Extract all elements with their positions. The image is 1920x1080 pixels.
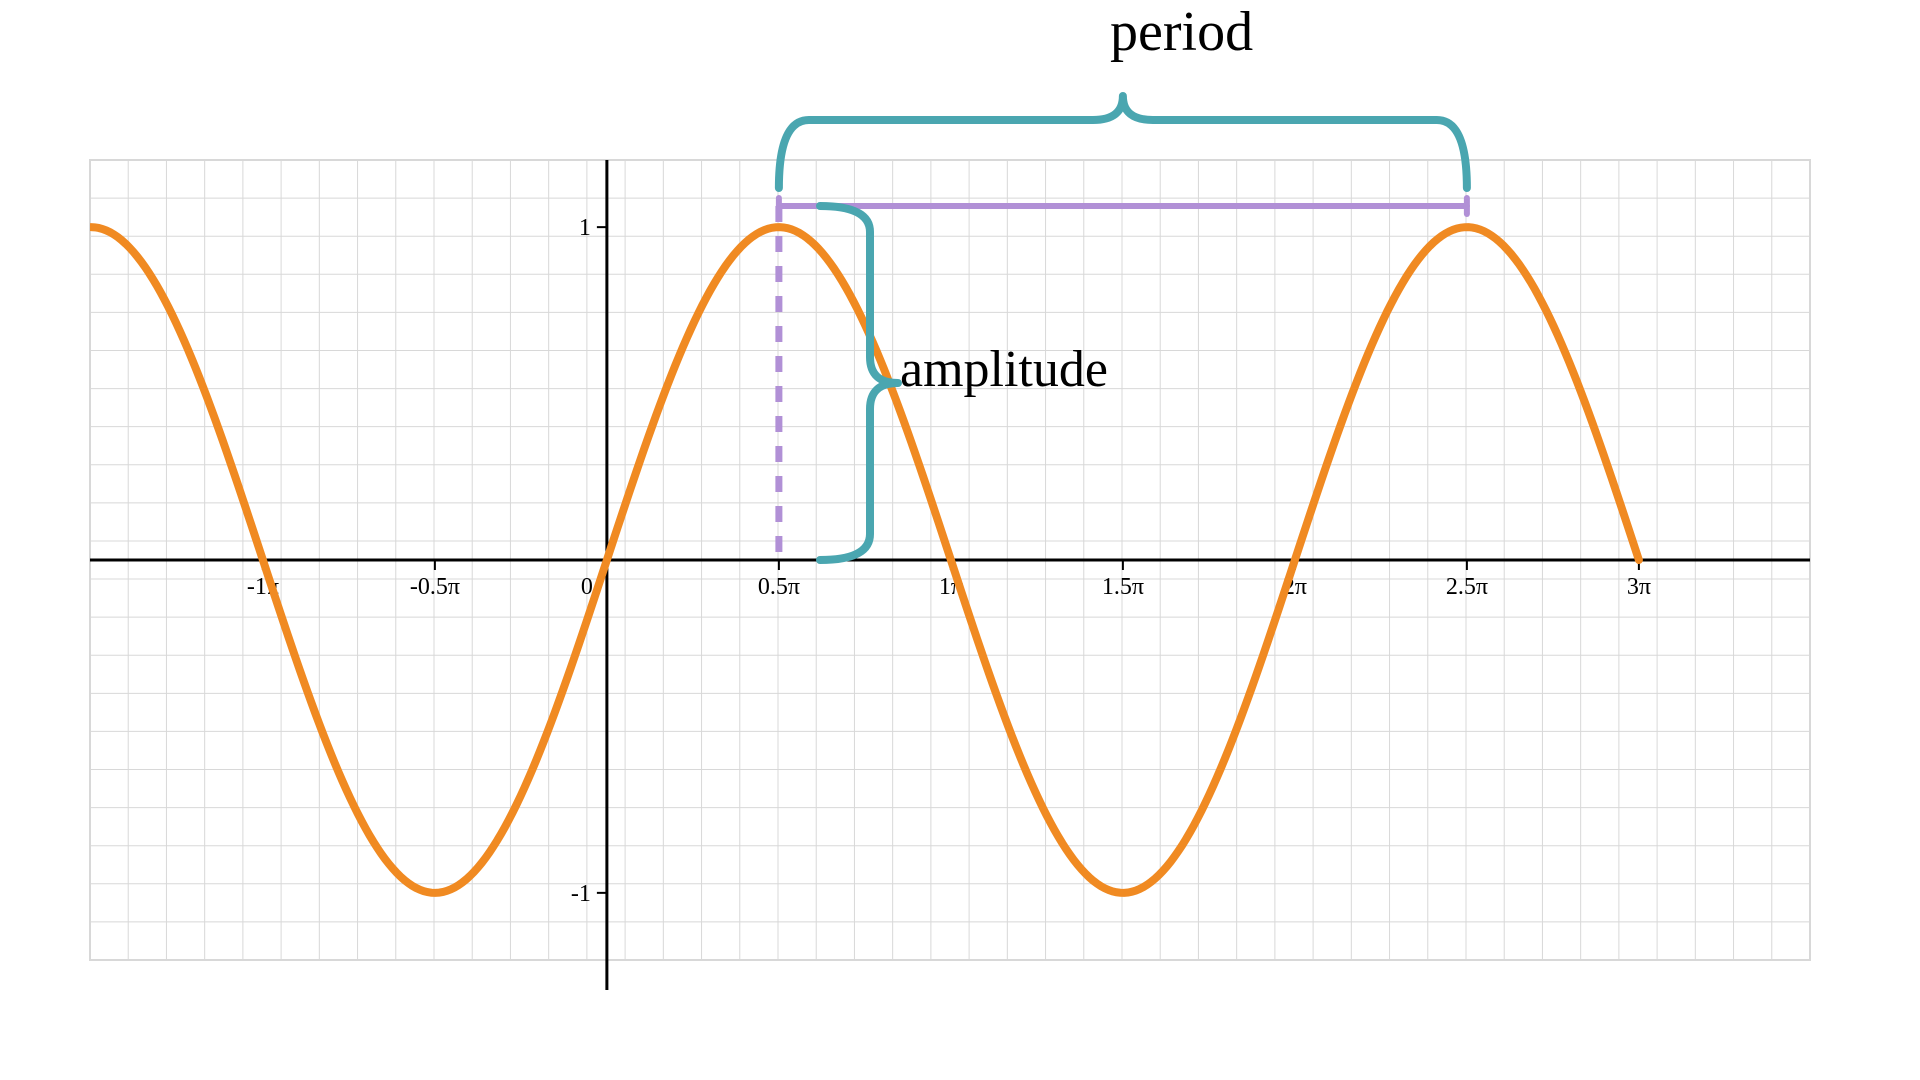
x-tick-label: 2.5π <box>1446 574 1488 600</box>
chart-stage: -1π-0.5π00.5π1π1.5π2π2.5π3π1-1 period am… <box>0 0 1920 1080</box>
y-tick-label: -1 <box>571 881 591 907</box>
sine-chart: -1π-0.5π00.5π1π1.5π2π2.5π3π1-1 <box>0 0 1920 1080</box>
period-label: period <box>1110 0 1253 64</box>
x-tick-label: 3π <box>1627 574 1651 600</box>
x-tick-label: 0.5π <box>758 574 800 600</box>
x-tick-label: -0.5π <box>410 574 460 600</box>
x-tick-label: 1.5π <box>1102 574 1144 600</box>
amplitude-label: amplitude <box>900 340 1108 399</box>
y-tick-label: 1 <box>579 215 591 241</box>
